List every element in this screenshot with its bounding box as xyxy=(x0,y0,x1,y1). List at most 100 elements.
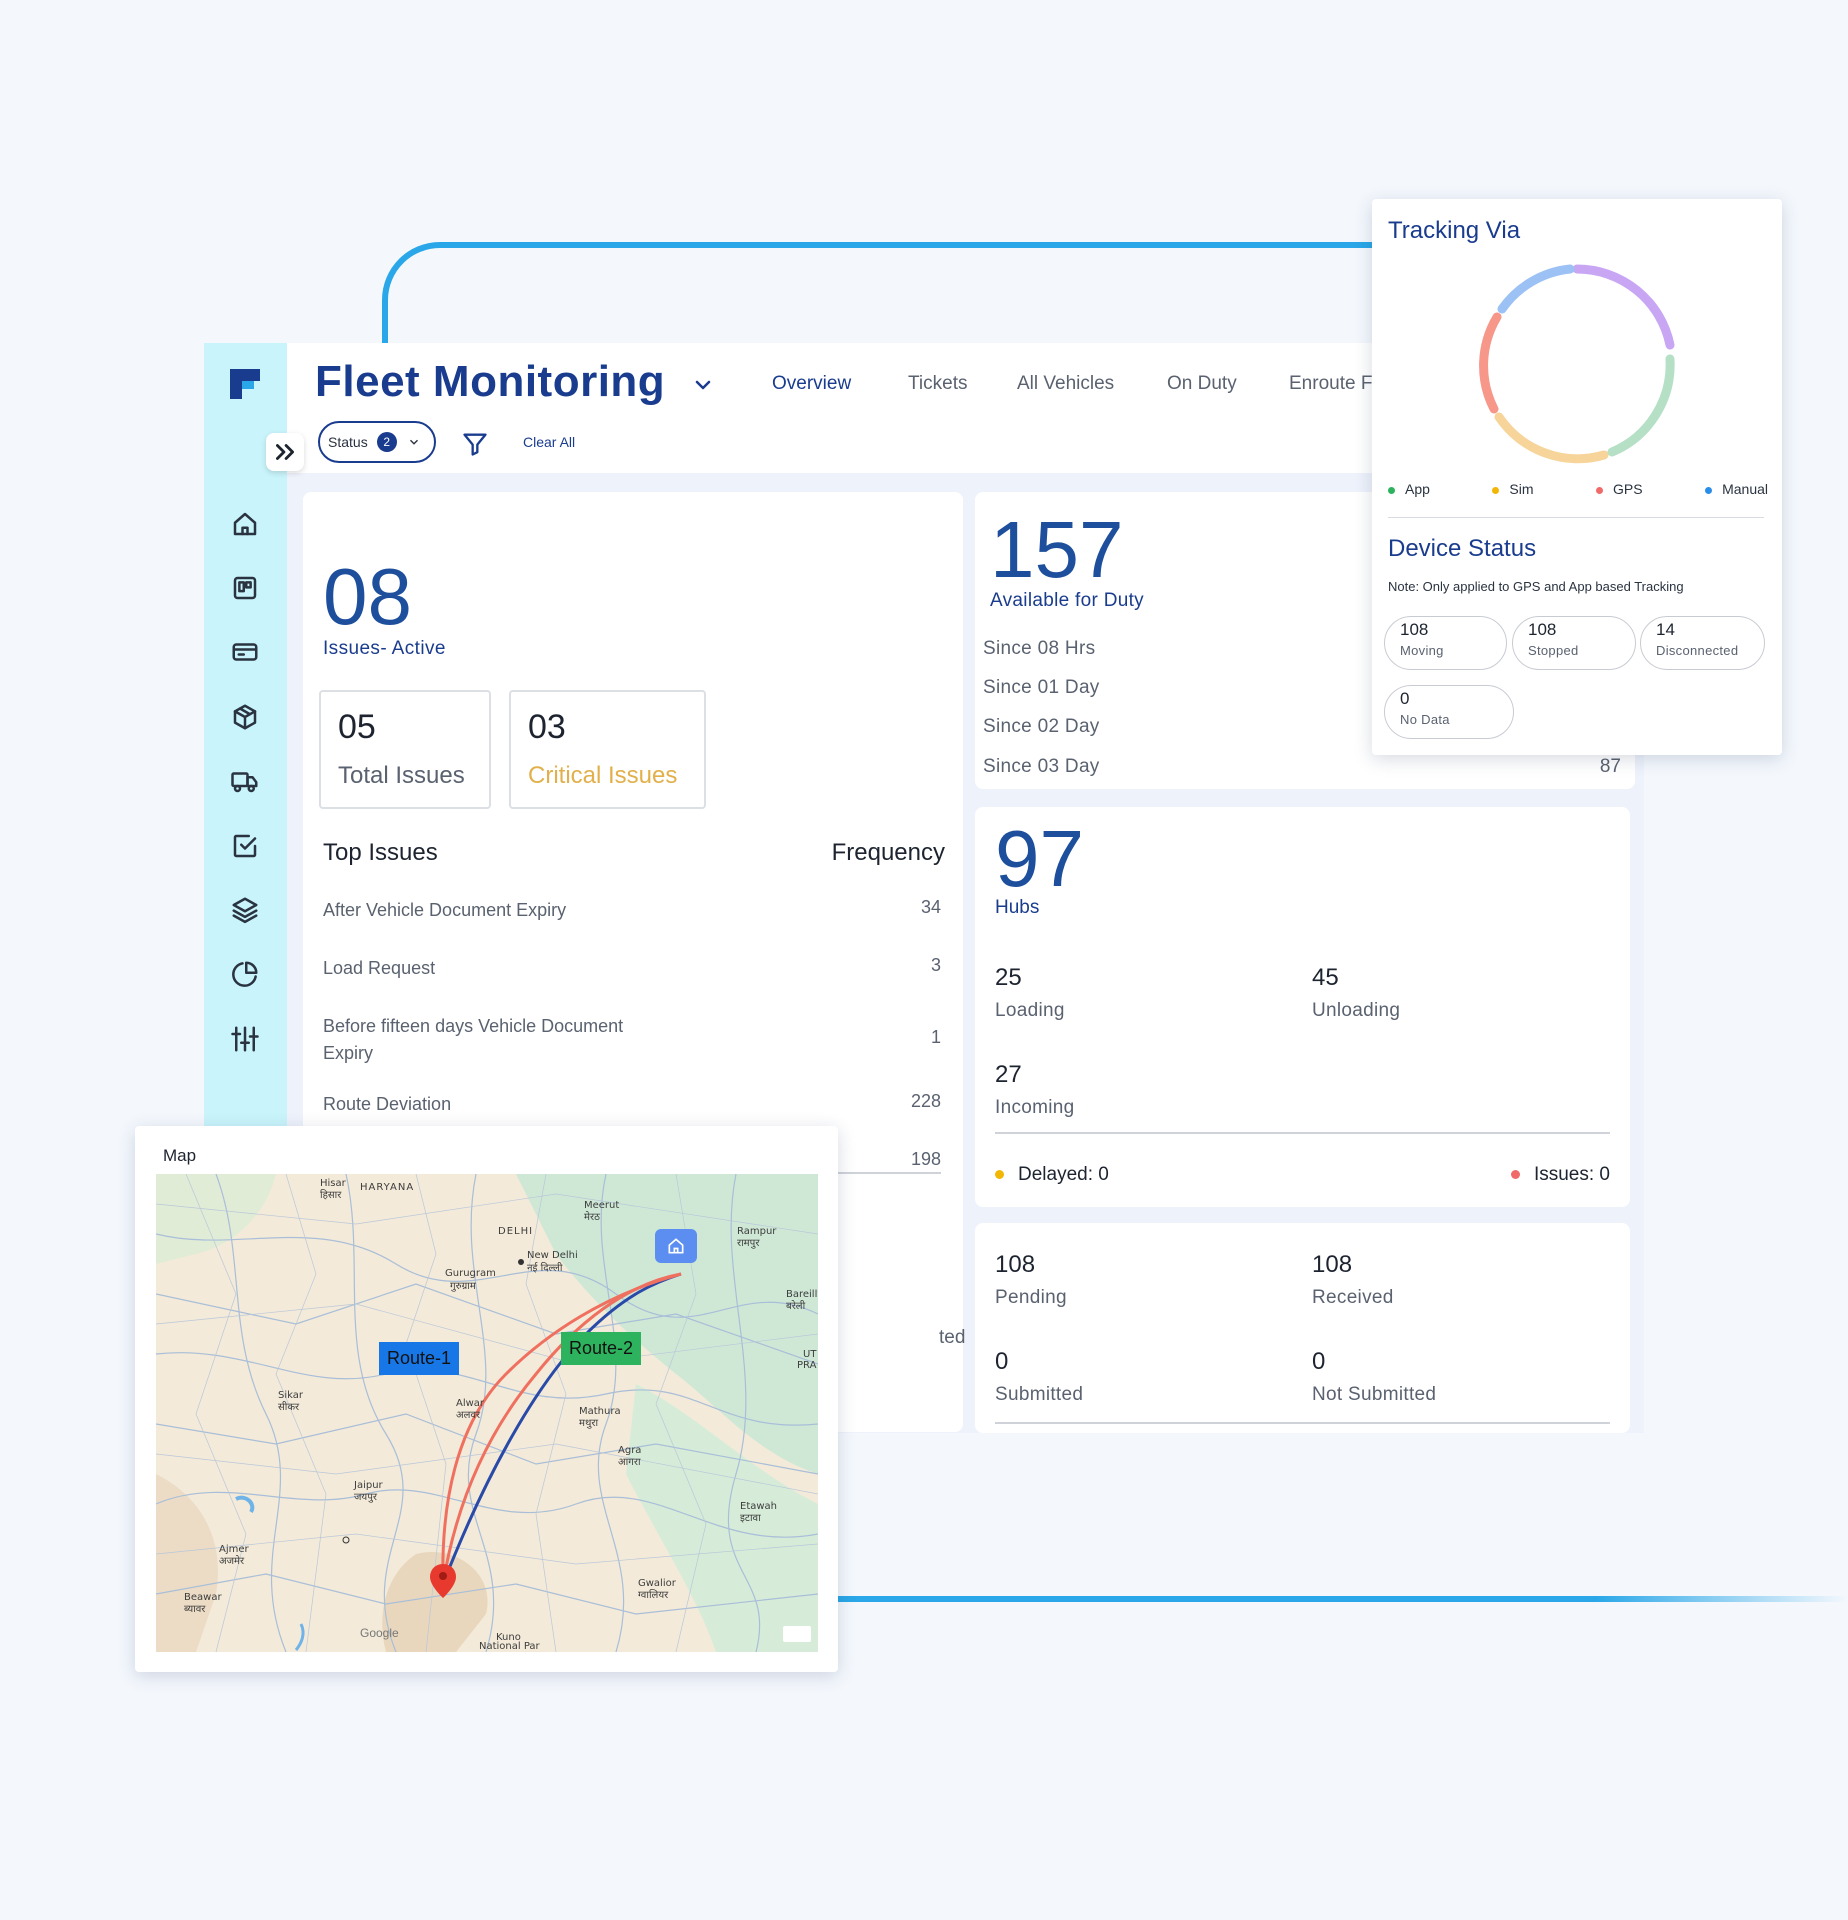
received-stat[interactable]: 108 Received xyxy=(1312,1251,1394,1309)
decorative-arc xyxy=(382,242,1382,352)
not-submitted-stat[interactable]: 0 Not Submitted xyxy=(1312,1348,1436,1406)
issue-frequency: 228 xyxy=(910,1091,941,1111)
map-place-label: DELHI xyxy=(498,1226,534,1237)
map-place-label: इटावा xyxy=(740,1513,761,1524)
device-status-no-data[interactable]: 0 No Data xyxy=(1384,685,1514,739)
issue-frequency: 34 xyxy=(920,897,941,917)
map-place-label: नई दिल्ली xyxy=(527,1263,563,1274)
issue-name[interactable]: Before fifteen days Vehicle Document Exp… xyxy=(323,1016,624,1063)
issues-active-count: 08 xyxy=(323,552,412,641)
map-place-label: Kuno xyxy=(496,1632,521,1643)
map-canvas xyxy=(156,1174,818,1652)
map-place-label: New Delhi xyxy=(527,1250,578,1261)
incoming-count: 27 xyxy=(995,1061,1022,1088)
device-status-disconnected[interactable]: 14 Disconnected xyxy=(1640,616,1765,670)
issues-status: Issues: 0 xyxy=(1510,1164,1610,1186)
map-place-label: HARYANA xyxy=(360,1182,415,1193)
hubs-label: Hubs xyxy=(995,897,1040,918)
tab-overview[interactable]: Overview xyxy=(772,373,852,394)
not-submitted-label: Not Submitted xyxy=(1312,1384,1437,1405)
pending-stat[interactable]: 108 Pending xyxy=(995,1251,1067,1309)
donut-segment-gps xyxy=(1479,312,1502,414)
map-place-label: मथुरा xyxy=(579,1418,599,1429)
map-view[interactable]: Hisar हिसार HARYANA Meerut मेरठ DELHI Ne… xyxy=(156,1174,818,1652)
since-02-day-label[interactable]: Since 02 Day xyxy=(983,716,1100,737)
submitted-stat[interactable]: 0 Submitted xyxy=(995,1348,1083,1406)
filter-icon[interactable] xyxy=(461,430,489,458)
unloading-stat[interactable]: 45 Unloading xyxy=(1312,964,1400,1022)
map-place-label: Gurugram xyxy=(445,1268,496,1279)
legend-item-sim[interactable]: Sim xyxy=(1492,481,1534,497)
loading-stat[interactable]: 25 Loading xyxy=(995,964,1065,1022)
map-place-label: Hisar xyxy=(320,1178,346,1189)
status-count: 108 xyxy=(1528,620,1557,639)
donut-segment-manual xyxy=(1572,264,1675,350)
unloading-label: Unloading xyxy=(1312,1000,1401,1021)
chevron-down-icon xyxy=(409,439,418,445)
tab-tickets[interactable]: Tickets xyxy=(908,373,968,394)
route-1-label[interactable]: Route-1 xyxy=(379,1342,460,1375)
since-01-day-label[interactable]: Since 01 Day xyxy=(983,677,1100,698)
status-filter-chip[interactable]: Status 2 xyxy=(318,421,436,463)
route-2-label[interactable]: Route-2 xyxy=(561,1332,642,1365)
status-label: Moving xyxy=(1400,643,1444,658)
tab-all-vehicles[interactable]: All Vehicles xyxy=(1017,373,1115,394)
legend-item-manual[interactable]: Manual xyxy=(1705,481,1768,497)
clear-all-link[interactable]: Clear All xyxy=(523,434,576,450)
truck-icon[interactable] xyxy=(228,764,262,798)
issue-name[interactable]: After Vehicle Document Expiry xyxy=(323,900,567,920)
tracking-divider xyxy=(1388,517,1764,518)
device-status-moving[interactable]: 108 Moving xyxy=(1384,616,1507,670)
available-for-duty-count: 157 xyxy=(990,505,1124,594)
pie-chart-icon[interactable] xyxy=(228,957,262,991)
loading-label: Loading xyxy=(995,1000,1065,1021)
tab-enroute[interactable]: Enroute F xyxy=(1289,373,1373,394)
checklist-icon[interactable] xyxy=(228,829,262,863)
legend-label: App xyxy=(1405,481,1430,497)
card-icon[interactable] xyxy=(228,635,262,669)
map-place-label: Gwalior xyxy=(638,1578,676,1589)
since-08-hrs-label[interactable]: Since 08 Hrs xyxy=(983,638,1096,659)
issue-name[interactable]: Load Request xyxy=(323,958,436,978)
hub-pin[interactable] xyxy=(655,1229,697,1263)
map-controls[interactable] xyxy=(783,1626,811,1642)
map-place-label: Etawah xyxy=(740,1501,778,1512)
status-filter-count: 2 xyxy=(376,432,397,452)
map-place-label: रामपुर xyxy=(737,1238,760,1249)
incoming-stat[interactable]: 27 Incoming xyxy=(995,1061,1075,1119)
map-place-label: बरेली xyxy=(786,1301,806,1312)
legend-label: Sim xyxy=(1509,481,1534,497)
status-label: Disconnected xyxy=(1656,643,1739,658)
issues-active-label: Issues- Active xyxy=(323,638,446,659)
legend-item-gps[interactable]: GPS xyxy=(1596,481,1643,497)
documents-divider xyxy=(995,1422,1610,1424)
layers-icon[interactable] xyxy=(228,893,262,927)
sliders-icon[interactable] xyxy=(228,1022,262,1056)
chevron-down-icon[interactable] xyxy=(691,373,715,397)
hubs-card: 97 Hubs 25 Loading 45 Unloading 27 Incom… xyxy=(975,807,1630,1207)
tab-on-duty[interactable]: On Duty xyxy=(1167,373,1237,394)
since-03-day-label[interactable]: Since 03 Day xyxy=(983,756,1100,777)
device-status-note: Note: Only applied to GPS and App based … xyxy=(1388,579,1684,594)
incoming-label: Incoming xyxy=(995,1097,1075,1118)
critical-issues-box[interactable]: 03 Critical Issues xyxy=(509,690,706,809)
board-icon[interactable] xyxy=(228,571,262,605)
map-place-label: Alwar xyxy=(456,1398,485,1409)
device-status-stopped[interactable]: 108 Stopped xyxy=(1512,616,1636,670)
legend-item-app[interactable]: App xyxy=(1388,481,1430,497)
delayed-text: Delayed: 0 xyxy=(1018,1164,1109,1185)
expand-sidebar-button[interactable] xyxy=(266,433,304,471)
map-place-label: Ajmer xyxy=(219,1544,249,1555)
total-issues-label: Total Issues xyxy=(338,762,465,789)
map-card: Map xyxy=(135,1126,838,1672)
home-icon[interactable] xyxy=(228,507,262,541)
issue-name[interactable]: Route Deviation xyxy=(323,1094,452,1114)
map-place-label: मेरठ xyxy=(584,1212,600,1223)
status-filter-label: Status xyxy=(328,434,368,450)
home-icon xyxy=(668,1238,684,1254)
total-issues-box[interactable]: 05 Total Issues xyxy=(319,690,491,809)
chevrons-right-icon xyxy=(276,444,294,460)
tracking-panel: Tracking Via App Sim GPS Manual Device S… xyxy=(1372,199,1782,755)
issues-text: Issues: 0 xyxy=(1533,1164,1610,1185)
package-icon[interactable] xyxy=(228,700,262,734)
